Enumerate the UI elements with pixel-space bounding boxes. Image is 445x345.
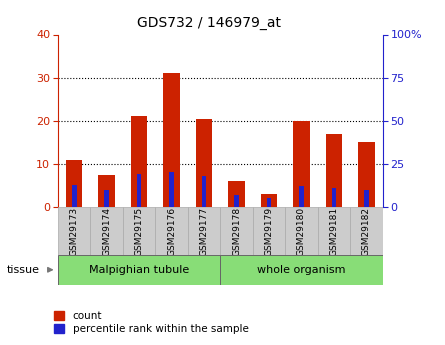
Text: whole organism: whole organism <box>257 265 346 275</box>
FancyBboxPatch shape <box>318 207 350 255</box>
Legend: count, percentile rank within the sample: count, percentile rank within the sample <box>50 307 253 338</box>
Bar <box>261 194 277 207</box>
Bar <box>104 190 109 207</box>
Text: GSM29175: GSM29175 <box>134 207 144 256</box>
Bar <box>72 185 77 207</box>
Text: GSM29177: GSM29177 <box>199 207 209 256</box>
FancyBboxPatch shape <box>220 207 253 255</box>
Text: GSM29178: GSM29178 <box>232 207 241 256</box>
FancyBboxPatch shape <box>350 207 383 255</box>
FancyBboxPatch shape <box>285 207 318 255</box>
Text: Malpighian tubule: Malpighian tubule <box>89 265 189 275</box>
FancyBboxPatch shape <box>188 207 220 255</box>
Bar <box>267 198 271 207</box>
Bar <box>358 142 375 207</box>
Bar <box>332 188 336 207</box>
Bar <box>169 171 174 207</box>
Text: GSM29179: GSM29179 <box>264 207 274 256</box>
Bar <box>131 117 147 207</box>
Bar <box>98 175 115 207</box>
FancyBboxPatch shape <box>123 207 155 255</box>
FancyBboxPatch shape <box>58 207 90 255</box>
FancyBboxPatch shape <box>90 207 123 255</box>
Bar <box>202 176 206 207</box>
Bar <box>137 174 142 207</box>
Bar <box>66 159 82 207</box>
FancyBboxPatch shape <box>58 255 220 285</box>
Text: GSM29173: GSM29173 <box>69 207 79 256</box>
Text: GSM29182: GSM29182 <box>362 207 371 256</box>
Bar <box>299 186 304 207</box>
Bar <box>326 134 342 207</box>
Text: GSM29181: GSM29181 <box>329 207 339 256</box>
Bar <box>196 119 212 207</box>
Bar <box>163 73 180 207</box>
Text: GSM29176: GSM29176 <box>167 207 176 256</box>
Text: GDS732 / 146979_at: GDS732 / 146979_at <box>137 16 281 30</box>
Bar <box>293 121 310 207</box>
FancyBboxPatch shape <box>220 255 383 285</box>
Text: GSM29180: GSM29180 <box>297 207 306 256</box>
Text: tissue: tissue <box>7 265 40 275</box>
Bar <box>228 181 245 207</box>
Bar <box>364 190 369 207</box>
Bar <box>234 195 239 207</box>
Text: GSM29174: GSM29174 <box>102 207 111 256</box>
FancyBboxPatch shape <box>155 207 188 255</box>
FancyBboxPatch shape <box>253 207 285 255</box>
